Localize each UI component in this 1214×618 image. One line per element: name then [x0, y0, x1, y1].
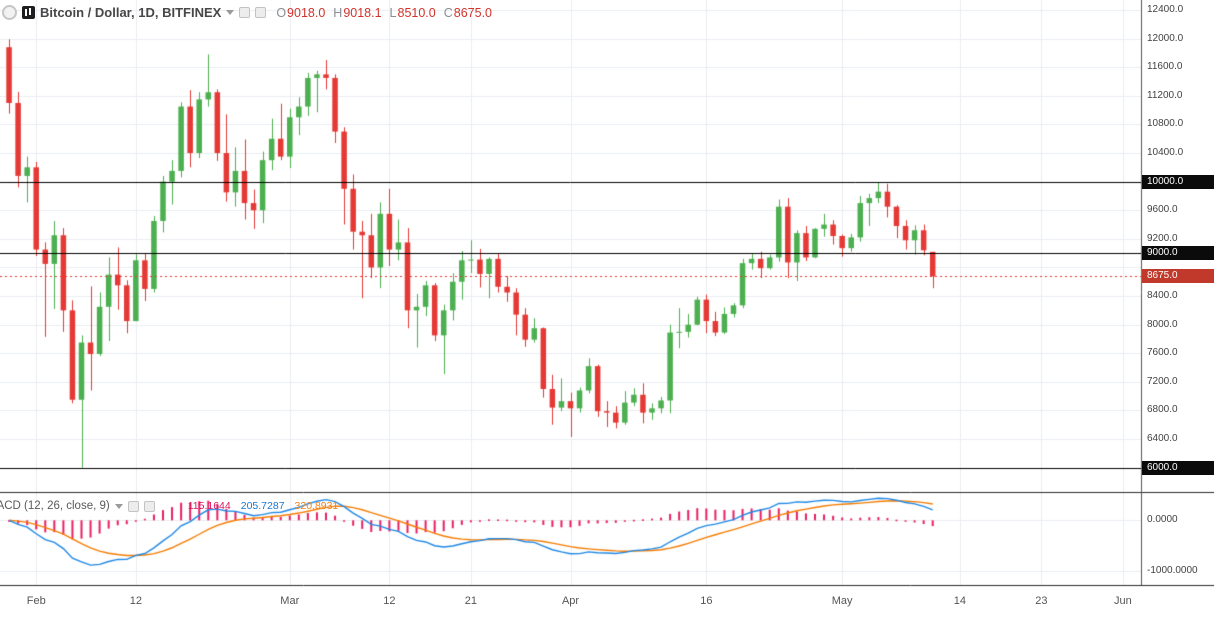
time-tick-label: Apr: [561, 595, 580, 607]
macd-label[interactable]: MACD (12, 26, close, 9): [0, 500, 110, 512]
candlestick-chart-icon[interactable]: [22, 6, 35, 19]
time-tick-label: Mar: [280, 595, 300, 607]
time-axis[interactable]: Feb 12 Mar 12 21 Apr 16 May 14 23 Jun: [0, 586, 1214, 618]
symbol-logo-icon: [2, 5, 17, 20]
time-tick-label: 14: [953, 595, 966, 607]
symbol-title[interactable]: Bitcoin / Dollar, 1D, BITFINEX: [40, 5, 222, 20]
price-level-badge: 10000.0: [1142, 174, 1214, 189]
price-level-badge: 9000.0: [1142, 246, 1214, 261]
time-tick-label: 21: [464, 595, 477, 607]
time-tick-label: Feb: [26, 595, 46, 607]
price-tick-label: 11200.0: [1147, 89, 1183, 101]
time-tick-label: 12: [129, 595, 142, 607]
time-tick-label: 16: [700, 595, 713, 607]
price-axis[interactable]: 12400.0 12000.0 11600.0 11200.0 10800.0 10400…: [1142, 0, 1214, 585]
time-tick-label: 12: [383, 595, 396, 607]
macd-tick-label: 0.0000: [1147, 514, 1178, 526]
price-tick-label: 12400.0: [1147, 4, 1184, 15]
price-level-badge: 6000.0: [1142, 460, 1214, 475]
price-tick-label: 8000.0: [1147, 318, 1178, 330]
macd-signal-value: 320.8931: [294, 500, 339, 512]
macd-tick-label: -1000.0000: [1147, 564, 1198, 576]
last-price-badge: 8675.0: [1142, 269, 1214, 284]
time-tick-label: May: [831, 595, 853, 607]
price-tick-label: 6800.0: [1147, 404, 1178, 416]
macd-values: 115.1644 205.7287 320.8931: [188, 500, 339, 512]
visibility-icon[interactable]: [239, 7, 251, 18]
macd-line-value: 205.7287: [240, 500, 285, 512]
price-tick-label: 9200.0: [1147, 232, 1178, 244]
time-tick-label: Jun: [1114, 595, 1132, 607]
price-tick-label: 11600.0: [1147, 61, 1183, 73]
chevron-down-icon[interactable]: [226, 10, 235, 15]
price-tick-label: 10400.0: [1147, 147, 1184, 159]
ohlc-values: O9018.0 H9018.1 L8510.0 C8675.0: [276, 6, 492, 20]
low-value: L8510.0: [389, 5, 436, 20]
macd-legend: MACD (12, 26, close, 9) 115.1644 205.728…: [0, 500, 338, 512]
price-tick-label: 6400.0: [1147, 433, 1178, 445]
macd-visibility-icon[interactable]: [127, 500, 139, 512]
open-value: O9018.0: [276, 5, 326, 20]
chevron-down-icon[interactable]: [114, 503, 123, 509]
symbol-legend: Bitcoin / Dollar, 1D, BITFINEX O9018.0 H…: [2, 5, 492, 20]
high-value: H9018.1: [333, 5, 382, 20]
time-tick-label: 23: [1035, 595, 1048, 607]
macd-histogram-value: 115.1644: [187, 500, 231, 512]
price-tick-label: 10800.0: [1147, 118, 1184, 130]
price-tick-label: 8400.0: [1147, 290, 1178, 302]
price-tick-label: 7200.0: [1147, 375, 1178, 387]
price-tick-label: 12000.0: [1147, 32, 1184, 44]
close-value: C8675.0: [443, 5, 492, 20]
settings-icon[interactable]: [255, 7, 267, 18]
macd-settings-icon[interactable]: [143, 500, 155, 512]
price-tick-label: 9600.0: [1147, 204, 1178, 216]
price-tick-label: 7600.0: [1147, 347, 1178, 359]
